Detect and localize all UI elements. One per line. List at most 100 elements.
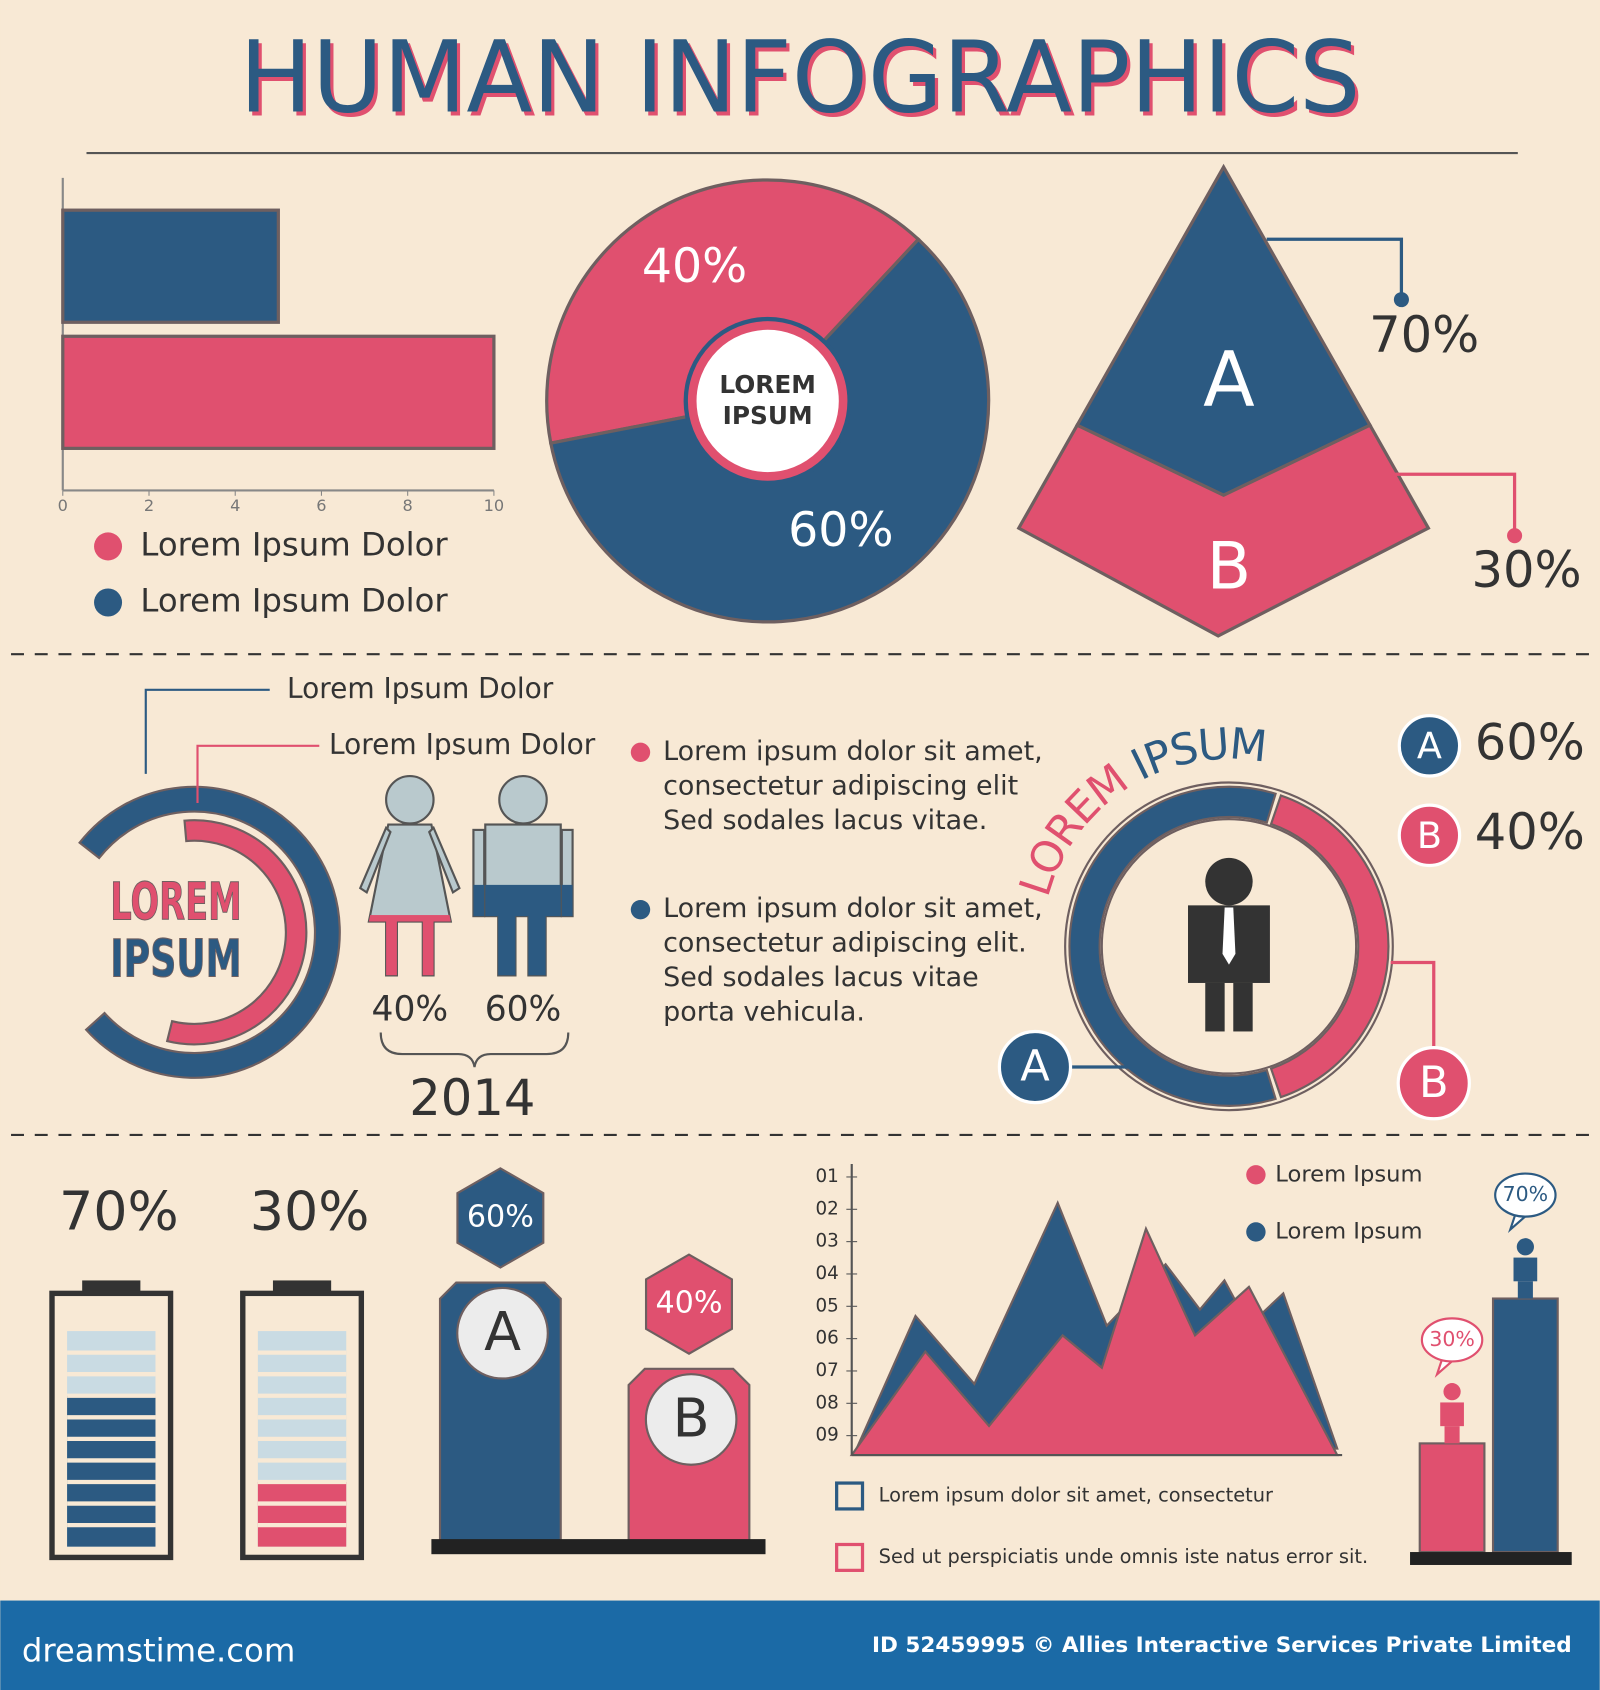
y-tick-label: 04: [815, 1263, 838, 1284]
person-tie: [1222, 907, 1236, 965]
person-legs: [1444, 1426, 1460, 1444]
bullet-text: porta vehicula.: [663, 997, 865, 1028]
battery-fill: [67, 1395, 156, 1547]
x-tick-label: 10: [484, 496, 505, 515]
person-head: [1516, 1238, 1534, 1256]
arc-label: Lorem Ipsum Dolor: [329, 728, 596, 761]
y-tick-label: 09: [815, 1425, 838, 1446]
person-body: [1440, 1402, 1464, 1427]
x-tick-label: 0: [58, 496, 68, 515]
legend-value: 40%: [1475, 803, 1585, 861]
value-label: 30%: [1471, 541, 1581, 599]
y-tick-label: 01: [815, 1166, 838, 1187]
legend-badge: [1397, 714, 1462, 778]
bullet-dot: [630, 742, 651, 763]
ring-segment: [1068, 785, 1277, 1107]
note-square: [835, 1542, 865, 1572]
leader: [144, 688, 270, 774]
footer-site: dreamstime.com: [22, 1631, 296, 1669]
column-letter: B: [673, 1386, 710, 1449]
value-label: 60%: [485, 989, 562, 1029]
legend-value: 60%: [1475, 713, 1585, 771]
value-label: 60%: [467, 1199, 534, 1234]
legend-dot: [94, 588, 123, 617]
value-label: 40%: [372, 989, 449, 1029]
callout-line: [1390, 960, 1436, 1048]
x-tick-label: 8: [403, 496, 413, 515]
y-tick-label: 03: [815, 1231, 838, 1252]
leader-dot: [1393, 292, 1409, 308]
letter-disc: [644, 1373, 738, 1466]
hexagon: [644, 1253, 734, 1355]
y-tick-label: 08: [815, 1392, 838, 1413]
arc-inner: [165, 819, 308, 1046]
x-tick-label: 4: [230, 496, 240, 515]
leader: [1390, 472, 1517, 536]
battery-body: [49, 1290, 174, 1561]
person-head: [1443, 1383, 1461, 1401]
person-leg: [1233, 982, 1253, 1032]
bullet-dot: [630, 899, 651, 920]
bar-base: [1410, 1552, 1572, 1565]
title: HUMAN INFOGRAPHICS: [240, 20, 1361, 135]
legend-label: Lorem Ipsum Dolor: [140, 581, 448, 619]
callout-badge: [1396, 1046, 1471, 1121]
legend-dot: [1246, 1222, 1266, 1242]
bullet-text: Lorem ipsum dolor sit amet,: [663, 736, 1043, 767]
leader: [196, 744, 320, 803]
slice-label: 40%: [642, 239, 747, 294]
letter-disc: [456, 1286, 549, 1380]
figure-body: [358, 825, 392, 895]
legend-badge: [1397, 803, 1462, 868]
legend-letter: A: [1417, 724, 1442, 767]
bullet-text: consectetur adipiscing elit: [663, 770, 1018, 801]
slice-label: 60%: [788, 503, 893, 558]
callout-letter: B: [1419, 1058, 1449, 1108]
bullet-text: Lorem ipsum dolor sit amet,: [663, 893, 1043, 924]
footer-band: [0, 1600, 1600, 1690]
legend-dot: [94, 532, 123, 561]
y-tick-label: 02: [815, 1198, 838, 1219]
figure-head: [498, 774, 548, 825]
caption: 2014: [409, 1069, 535, 1127]
arc-center-label: IPSUM: [110, 929, 241, 989]
callout-badge: [997, 1029, 1073, 1105]
part-letter: A: [1203, 336, 1255, 424]
bullet-text: Sed sodales lacus vitae: [663, 962, 979, 993]
value-label: 30%: [250, 1179, 370, 1242]
bar: [61, 208, 280, 324]
legend-letter: B: [1417, 814, 1442, 857]
person-head: [1205, 857, 1253, 906]
note-square: [835, 1481, 865, 1511]
column-base: [431, 1539, 766, 1555]
bar: [1418, 1442, 1486, 1554]
value-label: 40%: [655, 1286, 722, 1321]
pyramid-part: [1016, 423, 1431, 638]
value-label: 70%: [59, 1179, 179, 1242]
footer-credit: ID 52459995 © Allies Interactive Service…: [872, 1633, 1572, 1658]
column-letter: A: [484, 1300, 521, 1363]
speech-bubble: [1494, 1172, 1557, 1218]
figure-head: [385, 774, 435, 825]
x-tick-label: 2: [144, 496, 154, 515]
note-text: Lorem ipsum dolor sit amet, consectetur: [879, 1483, 1273, 1506]
arc-outer: [78, 785, 341, 1079]
area: [849, 1225, 1340, 1457]
donut-slice: [545, 178, 921, 445]
ring-segment: [1269, 794, 1390, 1099]
person-leg: [1205, 982, 1225, 1032]
person-legs: [1517, 1281, 1533, 1299]
value-label: 30%: [1429, 1327, 1474, 1351]
y-tick-label: 05: [815, 1295, 838, 1316]
legend-label: Lorem Ipsum: [1275, 1161, 1422, 1187]
note-text: Sed ut perspiciatis unde omnis iste natu…: [879, 1545, 1369, 1568]
value-label: 70%: [1503, 1182, 1549, 1206]
bullet-text: consectetur adipiscing elit.: [663, 928, 1027, 959]
legend-label: Lorem Ipsum: [1275, 1218, 1422, 1244]
arc-label: Lorem Ipsum Dolor: [287, 672, 554, 705]
center-disc: [687, 321, 848, 481]
figure-body: [427, 825, 461, 895]
center-label: LOREM: [719, 370, 816, 399]
person-body: [1513, 1257, 1538, 1282]
